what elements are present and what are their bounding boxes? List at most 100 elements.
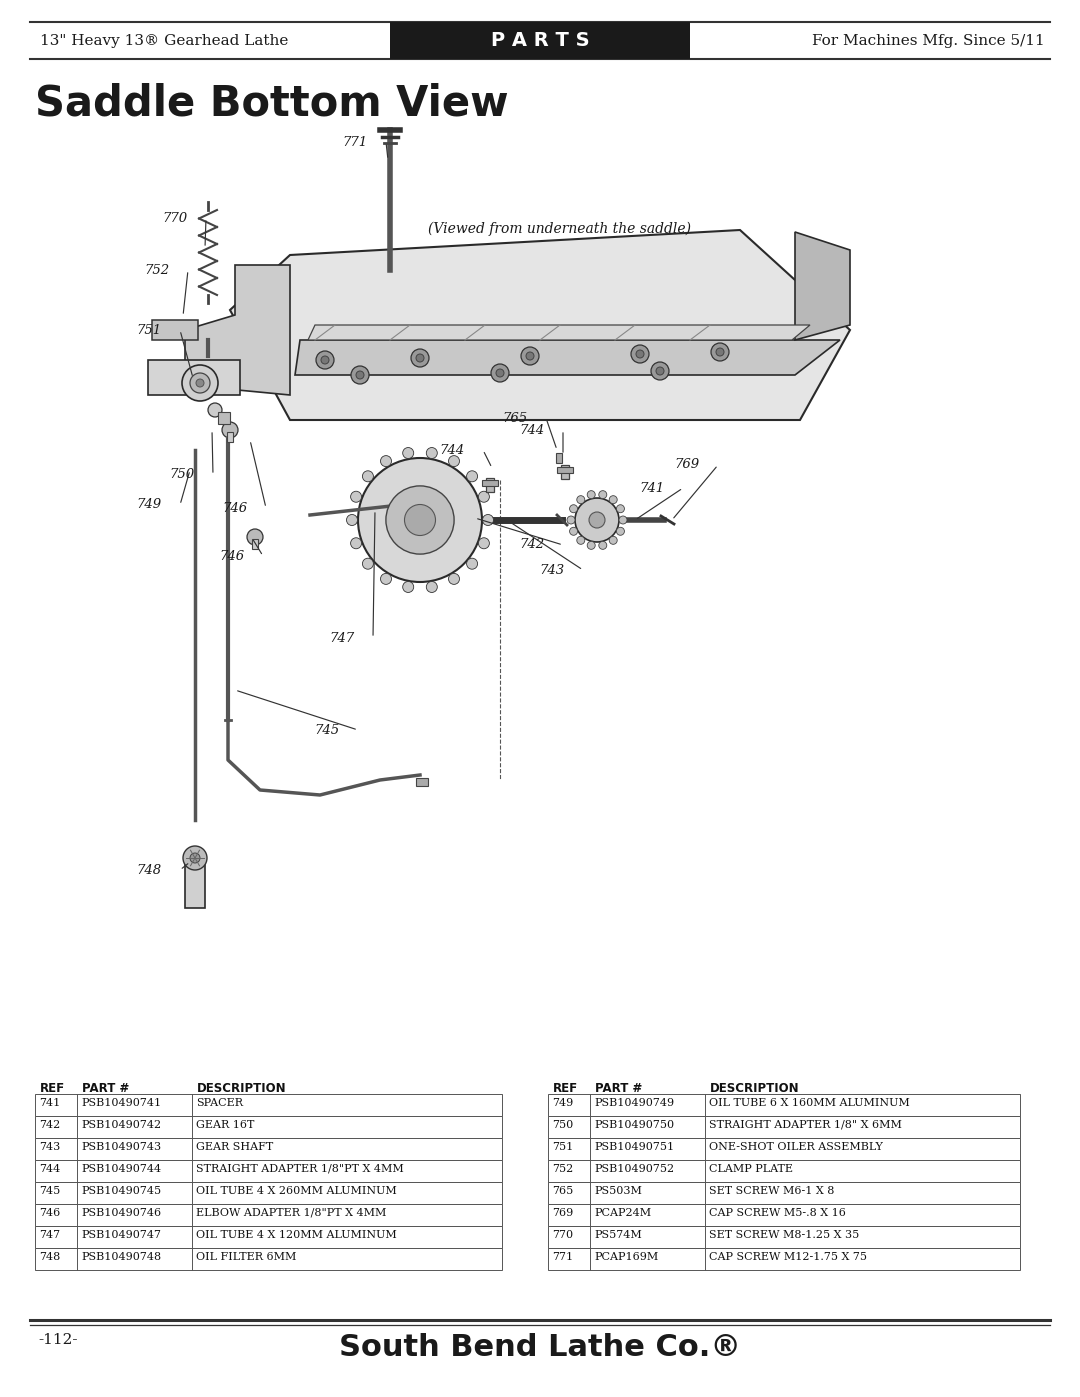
Bar bbox=[35, 1204, 502, 1225]
Text: 765: 765 bbox=[552, 1186, 573, 1196]
Polygon shape bbox=[308, 326, 810, 339]
Bar bbox=[416, 778, 428, 787]
Text: CAP SCREW M5-.8 X 16: CAP SCREW M5-.8 X 16 bbox=[708, 1207, 846, 1218]
Text: PSB10490748: PSB10490748 bbox=[81, 1252, 161, 1261]
Text: 750: 750 bbox=[170, 468, 195, 482]
Circle shape bbox=[448, 573, 459, 584]
Bar bbox=[561, 465, 569, 479]
Text: 747: 747 bbox=[39, 1229, 60, 1239]
Text: PSB10490750: PSB10490750 bbox=[594, 1119, 674, 1130]
Text: PSB10490741: PSB10490741 bbox=[81, 1098, 161, 1108]
Text: 749: 749 bbox=[552, 1098, 573, 1108]
Text: 747: 747 bbox=[329, 631, 355, 644]
Circle shape bbox=[577, 536, 584, 545]
Circle shape bbox=[609, 496, 617, 504]
Polygon shape bbox=[185, 265, 291, 395]
Circle shape bbox=[195, 379, 204, 387]
Polygon shape bbox=[295, 339, 840, 374]
Text: OIL TUBE 4 X 260MM ALUMINUM: OIL TUBE 4 X 260MM ALUMINUM bbox=[195, 1186, 396, 1196]
Text: 769: 769 bbox=[552, 1207, 573, 1218]
Bar bbox=[557, 467, 573, 474]
Text: PSB10490751: PSB10490751 bbox=[594, 1141, 674, 1151]
Bar bbox=[548, 1137, 1020, 1160]
Text: 770: 770 bbox=[552, 1229, 573, 1239]
Text: 742: 742 bbox=[519, 538, 545, 552]
Circle shape bbox=[575, 497, 619, 542]
Circle shape bbox=[403, 447, 414, 458]
Text: OIL TUBE 4 X 120MM ALUMINUM: OIL TUBE 4 X 120MM ALUMINUM bbox=[195, 1229, 396, 1239]
Text: PS503M: PS503M bbox=[594, 1186, 642, 1196]
Bar bbox=[218, 412, 230, 425]
Circle shape bbox=[478, 492, 489, 503]
Text: 765: 765 bbox=[503, 412, 528, 425]
Circle shape bbox=[598, 542, 607, 549]
Bar bbox=[486, 478, 494, 492]
Text: 748: 748 bbox=[39, 1252, 60, 1261]
Circle shape bbox=[716, 348, 724, 356]
Polygon shape bbox=[795, 232, 850, 339]
Circle shape bbox=[617, 504, 624, 513]
Text: SPACER: SPACER bbox=[195, 1098, 243, 1108]
Circle shape bbox=[651, 362, 669, 380]
Circle shape bbox=[526, 352, 534, 360]
Text: 741: 741 bbox=[639, 482, 665, 495]
Text: 746: 746 bbox=[222, 502, 248, 514]
Circle shape bbox=[617, 527, 624, 535]
Bar bbox=[185, 858, 205, 908]
Text: 751: 751 bbox=[137, 324, 162, 337]
Circle shape bbox=[351, 366, 369, 384]
Text: PCAP24M: PCAP24M bbox=[594, 1207, 651, 1218]
Circle shape bbox=[609, 536, 617, 545]
Text: 771: 771 bbox=[552, 1252, 573, 1261]
Circle shape bbox=[598, 490, 607, 499]
Bar bbox=[35, 1248, 502, 1270]
Bar bbox=[548, 1160, 1020, 1182]
Circle shape bbox=[636, 351, 644, 358]
Text: 744: 744 bbox=[39, 1164, 60, 1173]
Bar bbox=[35, 1137, 502, 1160]
Text: 745: 745 bbox=[315, 724, 340, 736]
Circle shape bbox=[631, 345, 649, 363]
Text: -112-: -112- bbox=[38, 1333, 78, 1347]
Text: REF: REF bbox=[553, 1083, 578, 1095]
Polygon shape bbox=[148, 360, 240, 395]
Circle shape bbox=[619, 515, 627, 524]
Text: GEAR 16T: GEAR 16T bbox=[195, 1119, 255, 1130]
Text: OIL FILTER 6MM: OIL FILTER 6MM bbox=[195, 1252, 296, 1261]
Text: 745: 745 bbox=[39, 1186, 60, 1196]
Text: SET SCREW M6-1 X 8: SET SCREW M6-1 X 8 bbox=[708, 1186, 835, 1196]
Circle shape bbox=[363, 471, 374, 482]
Text: For Machines Mfg. Since 5/11: For Machines Mfg. Since 5/11 bbox=[812, 34, 1045, 47]
Bar bbox=[35, 1225, 502, 1248]
Bar bbox=[482, 481, 498, 486]
Circle shape bbox=[363, 559, 374, 569]
Bar bbox=[556, 453, 562, 462]
Circle shape bbox=[496, 369, 504, 377]
Circle shape bbox=[427, 447, 437, 458]
Text: PSB10490743: PSB10490743 bbox=[81, 1141, 161, 1151]
Text: STRAIGHT ADAPTER 1/8" X 6MM: STRAIGHT ADAPTER 1/8" X 6MM bbox=[708, 1119, 902, 1130]
Text: 746: 746 bbox=[39, 1207, 60, 1218]
Bar bbox=[548, 1204, 1020, 1225]
Circle shape bbox=[356, 372, 364, 379]
Bar bbox=[35, 1094, 502, 1116]
Text: 746: 746 bbox=[220, 549, 245, 563]
Text: DESCRIPTION: DESCRIPTION bbox=[710, 1083, 799, 1095]
Circle shape bbox=[478, 538, 489, 549]
Text: 751: 751 bbox=[552, 1141, 573, 1151]
Circle shape bbox=[403, 581, 414, 592]
Circle shape bbox=[316, 351, 334, 369]
Bar bbox=[35, 1182, 502, 1204]
Bar bbox=[227, 432, 233, 441]
Text: P A R T S: P A R T S bbox=[490, 31, 590, 50]
Text: PSB10490752: PSB10490752 bbox=[594, 1164, 674, 1173]
Text: STRAIGHT ADAPTER 1/8"PT X 4MM: STRAIGHT ADAPTER 1/8"PT X 4MM bbox=[195, 1164, 404, 1173]
Text: PS574M: PS574M bbox=[594, 1229, 642, 1239]
Text: 13" Heavy 13® Gearhead Lathe: 13" Heavy 13® Gearhead Lathe bbox=[40, 34, 288, 47]
Circle shape bbox=[380, 573, 391, 584]
Text: 752: 752 bbox=[145, 264, 170, 277]
Circle shape bbox=[416, 353, 424, 362]
Text: Saddle Bottom View: Saddle Bottom View bbox=[35, 82, 509, 124]
Polygon shape bbox=[230, 231, 850, 420]
Bar bbox=[548, 1248, 1020, 1270]
